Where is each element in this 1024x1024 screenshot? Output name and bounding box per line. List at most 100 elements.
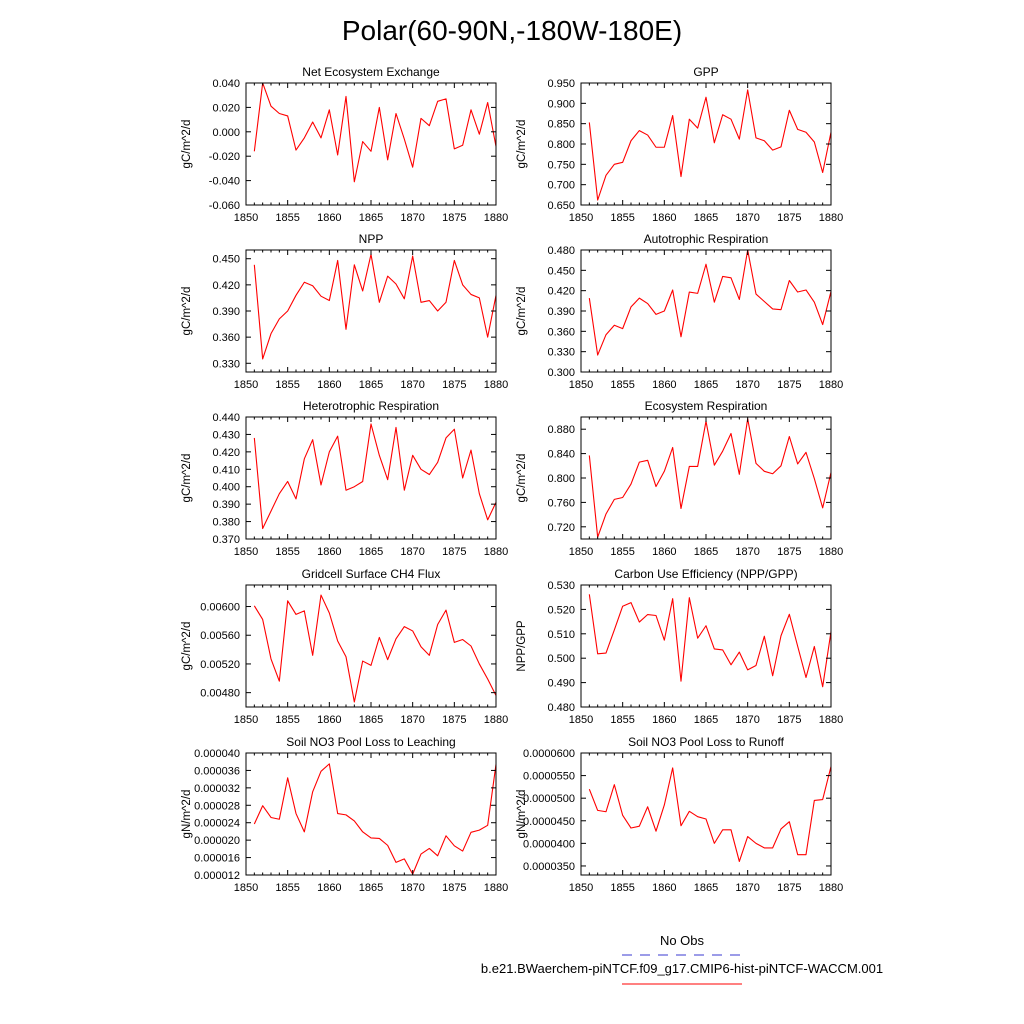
- plot-frame: [580, 584, 832, 708]
- legend-label-model: b.e21.BWaerchem-piNTCF.f09_g17.CMIP6-his…: [481, 961, 883, 976]
- panel-8: Carbon Use Efficiency (NPP/GPP) 1850 1855 1…: [516, 567, 843, 726]
- x-tick-label: 1880: [484, 546, 508, 558]
- x-tick-label: 1850: [569, 379, 593, 391]
- x-tick-label: 1875: [777, 882, 801, 894]
- x-tick-label: 1880: [484, 379, 508, 391]
- panel-title: GPP: [693, 65, 718, 79]
- y-tick-label: 0.440: [212, 412, 240, 424]
- x-tick-label: 1865: [359, 882, 383, 894]
- plot-frame: [245, 82, 497, 206]
- y-tick-label: 0.800: [547, 139, 575, 151]
- y-tick-label: 0.370: [212, 534, 240, 546]
- x-tick-label: 1870: [735, 546, 759, 558]
- y-axis-label: gC/m^2/d: [516, 454, 528, 503]
- x-tick-label: 1850: [569, 882, 593, 894]
- x-tick-label: 1870: [735, 714, 759, 726]
- y-tick-label: 0.420: [212, 447, 240, 459]
- x-tick-label: 1860: [652, 379, 676, 391]
- y-tick-label: 0.360: [547, 326, 575, 338]
- panel-5: Heterotrophic Respiration 1850 1855 1860 186…: [181, 399, 508, 558]
- x-tick-label: 1880: [484, 212, 508, 224]
- y-tick-label: 0.00560: [200, 630, 240, 642]
- x-tick-label: 1860: [317, 212, 341, 224]
- y-tick-label: 0.480: [547, 702, 575, 714]
- y-tick-label: 0.000032: [194, 783, 240, 795]
- x-tick-label: 1855: [610, 882, 634, 894]
- x-tick-label: 1875: [442, 882, 466, 894]
- x-tick-label: 1865: [359, 379, 383, 391]
- x-tick-label: 1865: [694, 546, 718, 558]
- plot-frame: [245, 249, 497, 373]
- y-axis-label: gN/m^2/d: [181, 790, 193, 839]
- y-tick-label: 0.450: [547, 265, 575, 277]
- panel-title: Carbon Use Efficiency (NPP/GPP): [614, 567, 797, 581]
- y-tick-label: -0.020: [209, 151, 240, 163]
- legend-label-no-obs: No Obs: [660, 933, 705, 948]
- y-tick-label: 0.850: [547, 119, 575, 131]
- panel-2: GPP 1850 1855 1860 1865 1870 1875 1880 0.650 0.70…: [516, 65, 843, 224]
- x-tick-label: 1875: [777, 714, 801, 726]
- y-tick-label: -0.040: [209, 176, 240, 188]
- y-tick-label: 0.720: [547, 522, 575, 534]
- y-tick-label: 0.490: [547, 678, 575, 690]
- x-tick-label: 1880: [819, 379, 843, 391]
- y-tick-label: 0.000024: [194, 818, 240, 830]
- plot-frame: [245, 752, 497, 876]
- y-axis-label: NPP/GPP: [516, 620, 528, 671]
- x-tick-label: 1850: [234, 714, 258, 726]
- y-axis-label: gC/m^2/d: [181, 622, 193, 671]
- x-tick-label: 1860: [317, 546, 341, 558]
- x-tick-label: 1865: [359, 714, 383, 726]
- panel-title: Autotrophic Respiration: [644, 232, 769, 246]
- y-tick-label: 0.880: [547, 424, 575, 436]
- panel-3: NPP 1850 1855 1860 1865 1870 1875 1880 0.330 0.36…: [181, 232, 508, 391]
- x-tick-label: 1855: [610, 212, 634, 224]
- x-tick-label: 1880: [819, 882, 843, 894]
- y-tick-label: -0.060: [209, 200, 240, 212]
- y-tick-label: 0.390: [547, 306, 575, 318]
- x-tick-label: 1880: [484, 882, 508, 894]
- y-tick-label: 0.520: [547, 604, 575, 616]
- y-tick-label: 0.950: [547, 78, 575, 90]
- x-tick-label: 1865: [694, 379, 718, 391]
- y-tick-label: 0.00520: [200, 659, 240, 671]
- panel-title: NPP: [359, 232, 384, 246]
- y-tick-label: 0.300: [547, 367, 575, 379]
- y-tick-label: 0.410: [212, 464, 240, 476]
- x-tick-label: 1850: [569, 212, 593, 224]
- series-line: [253, 253, 496, 360]
- x-tick-label: 1880: [819, 212, 843, 224]
- series-line: [253, 83, 496, 183]
- y-tick-label: 0.00480: [200, 688, 240, 700]
- legend: No Obs b.e21.BWaerchem-piNTCF.f09_g17.CM…: [481, 933, 883, 985]
- x-tick-label: 1850: [569, 714, 593, 726]
- x-tick-label: 1860: [317, 714, 341, 726]
- y-tick-label: 0.390: [212, 306, 240, 318]
- plot-frame: [245, 416, 497, 540]
- series-line: [253, 763, 496, 875]
- y-tick-label: 0.390: [212, 499, 240, 511]
- x-tick-label: 1875: [777, 379, 801, 391]
- y-tick-label: 0.420: [212, 280, 240, 292]
- panel-9: Soil NO3 Pool Loss to Leaching 1850 1855 18…: [181, 735, 508, 894]
- x-tick-label: 1850: [234, 882, 258, 894]
- y-tick-label: 0.330: [547, 347, 575, 359]
- y-tick-label: 0.420: [547, 286, 575, 298]
- panel-1: Net Ecosystem Exchange 1850 1855 1860 1865 18…: [181, 65, 508, 224]
- y-axis-label: gN/m^2/d: [516, 790, 528, 839]
- y-tick-label: 0.020: [212, 102, 240, 114]
- x-tick-label: 1850: [234, 212, 258, 224]
- x-tick-label: 1855: [275, 546, 299, 558]
- x-tick-label: 1870: [400, 714, 424, 726]
- x-tick-label: 1860: [317, 379, 341, 391]
- series-line: [253, 423, 496, 530]
- y-tick-label: 0.0000600: [523, 748, 575, 760]
- series-line: [588, 594, 831, 688]
- y-tick-label: 0.0000350: [523, 861, 575, 873]
- y-tick-label: 0.040: [212, 78, 240, 90]
- y-tick-label: 0.400: [212, 482, 240, 494]
- y-tick-label: 0.700: [547, 180, 575, 192]
- panel-title: Heterotrophic Respiration: [303, 399, 439, 413]
- y-tick-label: 0.430: [212, 429, 240, 441]
- x-tick-label: 1865: [694, 212, 718, 224]
